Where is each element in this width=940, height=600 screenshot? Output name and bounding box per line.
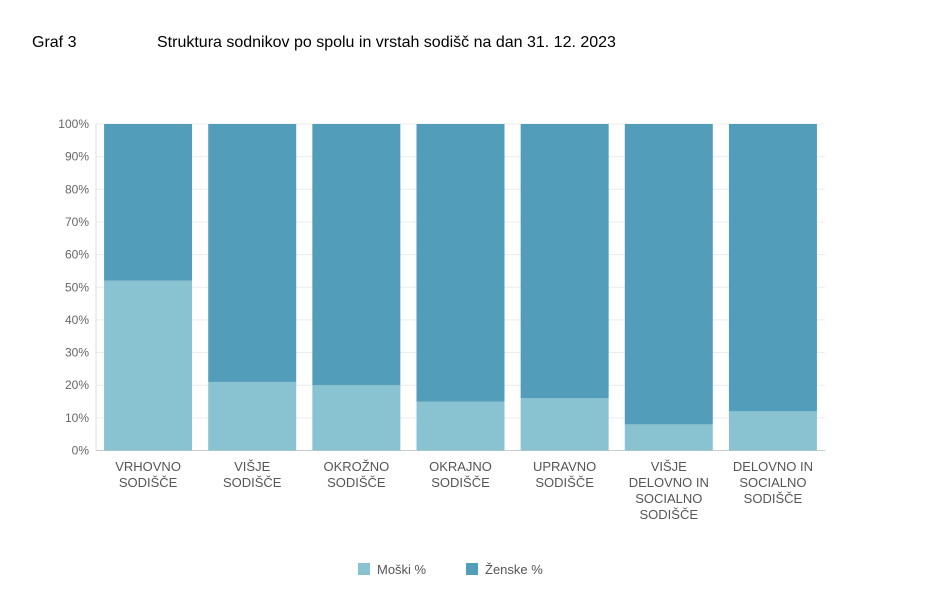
chart-number: Graf 3 xyxy=(32,34,77,51)
y-tick-label: 40% xyxy=(65,313,89,327)
x-category-label: VRHOVNO xyxy=(115,459,181,474)
chart-title: Struktura sodnikov po spolu in vrstah so… xyxy=(157,34,616,51)
x-category-label: VIŠJE xyxy=(234,459,270,474)
bar-segment xyxy=(104,280,193,451)
x-category-label: SODIŠČE xyxy=(535,475,594,490)
x-category-label: VIŠJE xyxy=(651,459,687,474)
y-tick-label: 60% xyxy=(65,248,89,262)
y-tick-label: 80% xyxy=(65,182,89,196)
legend-swatch xyxy=(358,563,370,575)
bar-segment xyxy=(208,381,297,451)
x-category-label: SODIŠČE xyxy=(223,475,282,490)
y-tick-label: 30% xyxy=(65,346,89,360)
bar-segment xyxy=(312,124,401,386)
bar-segment xyxy=(312,385,401,451)
x-category-label: SODIŠČE xyxy=(119,475,178,490)
x-category-label: DELOVNO IN xyxy=(733,459,813,474)
y-tick-label: 10% xyxy=(65,411,89,425)
bar-segment xyxy=(624,424,713,451)
y-tick-label: 90% xyxy=(65,150,89,164)
x-category-label: OKRAJNO xyxy=(429,459,492,474)
x-category-label: SODIŠČE xyxy=(744,491,803,506)
bar-segment xyxy=(208,124,297,382)
x-category-label: SOCIALNO xyxy=(739,475,806,490)
bar-segment xyxy=(416,401,505,451)
bar-segment xyxy=(520,398,609,451)
y-tick-label: 70% xyxy=(65,215,89,229)
bar-segment xyxy=(520,124,609,399)
y-tick-label: 50% xyxy=(65,280,89,294)
bar-segment xyxy=(728,411,817,451)
y-tick-label: 20% xyxy=(65,378,89,392)
x-category-label: SODIŠČE xyxy=(640,507,699,522)
y-tick-label: 100% xyxy=(58,117,89,131)
x-category-label: UPRAVNO xyxy=(533,459,596,474)
x-category-label: SODIŠČE xyxy=(431,475,490,490)
x-category-label: SODIŠČE xyxy=(327,475,386,490)
x-category-label: DELOVNO IN xyxy=(629,475,709,490)
bar-segment xyxy=(728,124,817,412)
legend-swatch xyxy=(466,563,478,575)
y-tick-label: 0% xyxy=(72,444,90,458)
x-category-label: SOCIALNO xyxy=(635,491,702,506)
legend-label: Ženske % xyxy=(485,562,543,577)
bar-segment xyxy=(416,124,505,402)
bar-segment xyxy=(624,124,713,425)
x-category-label: OKROŽNO xyxy=(323,459,389,474)
bar-segment xyxy=(104,124,193,281)
legend-label: Moški % xyxy=(377,562,427,577)
